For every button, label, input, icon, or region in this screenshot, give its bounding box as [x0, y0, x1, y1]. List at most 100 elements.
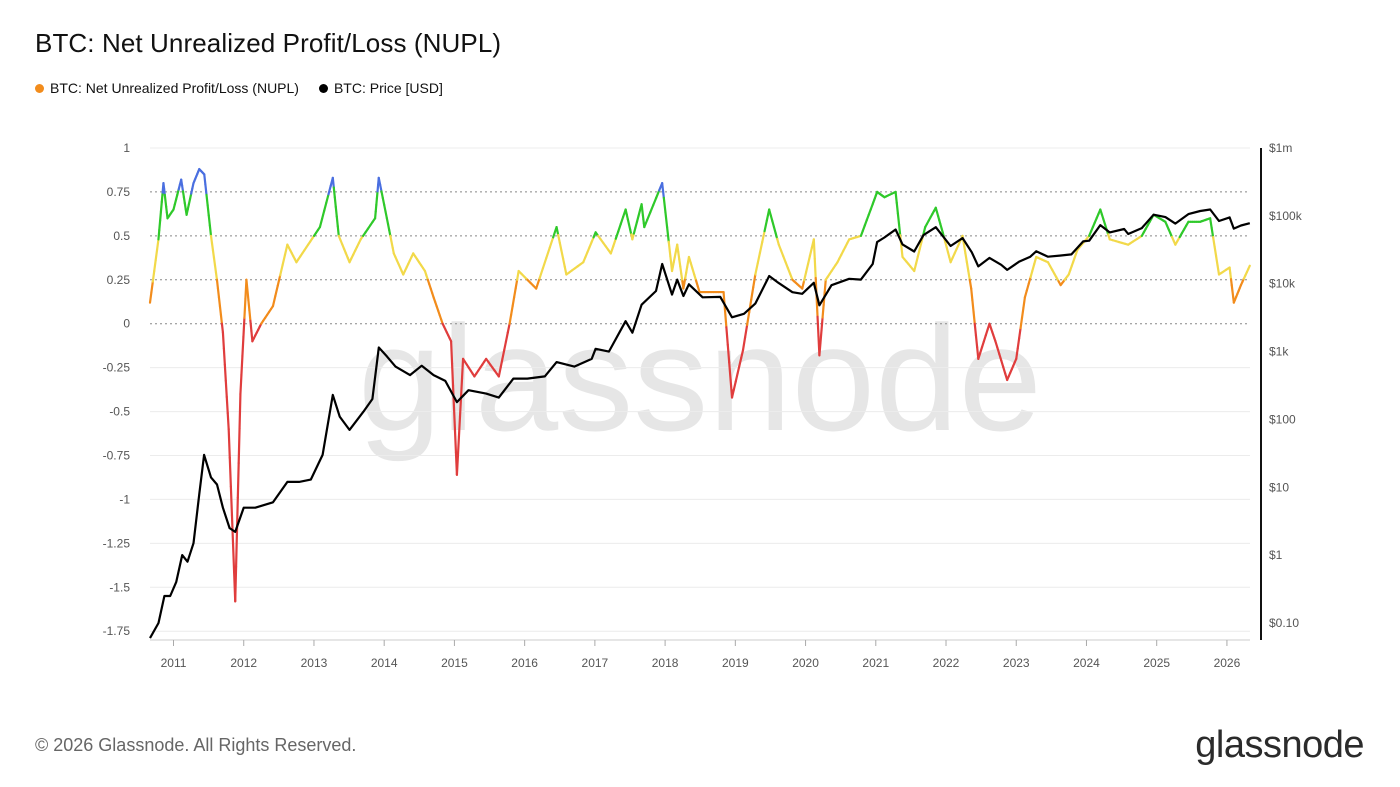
nupl-segment	[816, 315, 820, 338]
nupl-segment	[211, 249, 216, 259]
nupl-segment	[459, 377, 464, 399]
nupl-segment	[970, 287, 974, 302]
nupl-segment	[763, 219, 768, 233]
nupl-segment	[812, 238, 816, 260]
glassnode-logo[interactable]: glassnode	[1195, 724, 1364, 766]
nupl-segment	[158, 219, 162, 232]
nupl-segment	[734, 372, 739, 383]
nupl-segment	[236, 462, 240, 499]
nupl-segment	[209, 234, 214, 245]
nupl-segment	[1022, 296, 1026, 309]
nupl-segment	[821, 303, 825, 319]
nupl-segment	[806, 254, 812, 266]
nupl-segment	[159, 210, 163, 222]
nupl-segment	[207, 214, 211, 227]
nupl-segment	[805, 262, 810, 274]
nupl-segment	[374, 203, 378, 213]
x-tick-label: 2013	[301, 656, 328, 670]
nupl-segment	[248, 309, 252, 322]
nupl-segment	[499, 357, 504, 369]
nupl-segment	[223, 363, 227, 382]
nupl-segment	[1210, 226, 1215, 239]
y-left-tick-label: -0.75	[103, 449, 131, 463]
nupl-segment	[452, 406, 457, 432]
nupl-segment	[377, 176, 382, 186]
nupl-segment	[971, 299, 975, 314]
y-left-tick-label: 0.25	[107, 273, 131, 287]
nupl-segment	[225, 395, 229, 415]
x-tick-label: 2018	[652, 656, 679, 670]
nupl-segment	[226, 411, 230, 431]
nupl-segment	[160, 191, 164, 203]
nupl-segment	[221, 331, 225, 350]
nupl-segment	[323, 201, 328, 212]
nupl-segment	[208, 224, 213, 237]
nupl-segment	[458, 396, 463, 418]
chart-legend: BTC: Net Unrealized Profit/Loss (NUPL) B…	[35, 80, 443, 96]
nupl-segment	[516, 269, 520, 281]
nupl-segment	[320, 209, 326, 220]
nupl-segment	[649, 204, 655, 214]
nupl-segment	[325, 193, 330, 204]
nupl-segment	[1031, 262, 1036, 272]
y-right-tick-label: $0.10	[1269, 616, 1299, 630]
nupl-segment	[612, 237, 617, 248]
nupl-segment	[336, 225, 340, 237]
nupl-segment	[154, 248, 159, 262]
nupl-segment	[895, 201, 899, 215]
nupl-segment	[545, 246, 551, 259]
x-tick-label: 2017	[582, 656, 609, 670]
x-tick-label: 2020	[792, 656, 819, 670]
nupl-segment	[761, 230, 766, 244]
watermark-text: glassnode	[358, 294, 1042, 462]
nupl-segment	[1000, 359, 1005, 369]
y-axis-right: $1m $100k $10k $1k $100 $10 $1 $0.10	[1260, 141, 1303, 640]
nupl-segment	[274, 284, 279, 297]
y-right-tick-label: $10k	[1269, 277, 1296, 291]
legend-item-price[interactable]: BTC: Price [USD]	[318, 80, 443, 96]
nupl-segment	[823, 278, 827, 294]
nupl-segment	[148, 290, 153, 304]
nupl-segment	[676, 243, 680, 254]
nupl-segment	[239, 373, 243, 396]
nupl-segment	[655, 189, 661, 199]
nupl-segment	[159, 200, 163, 213]
y-left-tick-label: 0	[123, 317, 130, 331]
nupl-segment	[679, 265, 683, 276]
nupl-segment	[758, 240, 764, 254]
x-tick-label: 2011	[161, 656, 187, 670]
nupl-segment	[665, 225, 670, 243]
nupl-segment	[331, 176, 335, 189]
nupl-segment	[964, 252, 968, 264]
nupl-segment	[279, 264, 284, 277]
legend-item-nupl[interactable]: BTC: Net Unrealized Profit/Loss (NUPL)	[35, 80, 299, 96]
nupl-segment	[510, 305, 514, 317]
nupl-segment	[238, 392, 242, 430]
nupl-segment	[723, 308, 728, 329]
nupl-segment	[897, 223, 902, 237]
nupl-segment	[813, 257, 817, 280]
nupl-segment	[511, 296, 516, 308]
nupl-segment	[506, 322, 511, 334]
nupl-segment	[1020, 306, 1025, 319]
nupl-segment	[204, 183, 208, 196]
nupl-segment	[375, 190, 379, 200]
nupl-segment	[677, 250, 681, 261]
nupl-segment	[249, 319, 253, 333]
nupl-segment	[379, 183, 383, 193]
price-series	[149, 208, 1251, 639]
nupl-segment	[455, 454, 460, 476]
nupl-segment	[678, 258, 682, 268]
nupl-segment	[151, 269, 156, 283]
nupl-segment	[374, 210, 377, 220]
nupl-segment	[504, 331, 509, 343]
nupl-segment	[1018, 327, 1022, 340]
x-tick-label: 2016	[511, 656, 538, 670]
nupl-segment	[271, 294, 277, 308]
nupl-segment	[661, 182, 665, 199]
y-left-tick-label: 0.75	[107, 185, 131, 199]
nupl-segment	[1029, 269, 1034, 279]
x-tick-label: 2019	[722, 656, 749, 670]
nupl-segment	[1027, 276, 1032, 285]
